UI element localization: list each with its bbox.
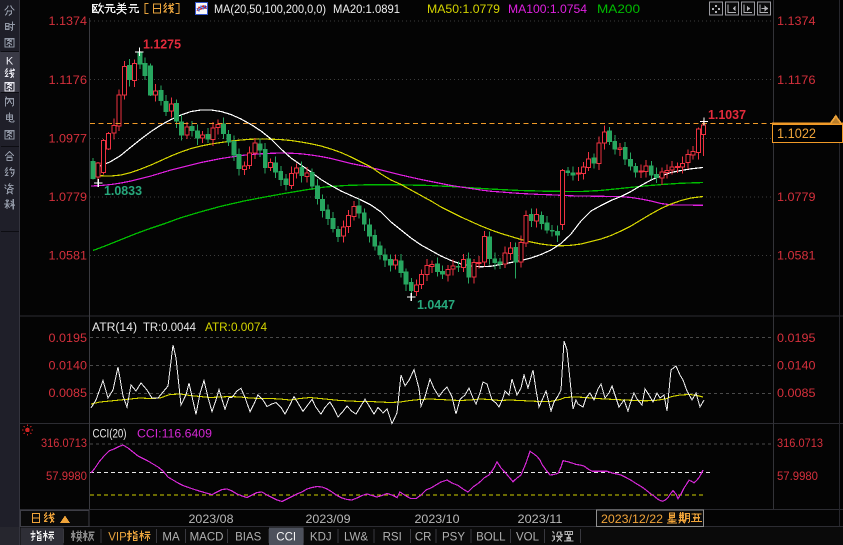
svg-text:0.0195: 0.0195	[777, 331, 816, 345]
svg-text:1.0779: 1.0779	[49, 190, 88, 204]
svg-text:1.0581: 1.0581	[49, 249, 88, 263]
svg-text:0.0085: 0.0085	[777, 386, 816, 400]
svg-text:1.1022: 1.1022	[777, 126, 816, 141]
svg-text:1.0833: 1.0833	[104, 184, 142, 198]
svg-text:1.0447: 1.0447	[417, 298, 455, 312]
svg-text:0.0140: 0.0140	[777, 359, 816, 373]
svg-text:2023/09: 2023/09	[306, 512, 351, 526]
svg-text:2023/08: 2023/08	[189, 512, 234, 526]
svg-text:MA20:1.0891: MA20:1.0891	[333, 2, 400, 16]
svg-text:BOLL: BOLL	[476, 532, 506, 544]
svg-text:1.0779: 1.0779	[777, 190, 816, 204]
svg-text:PSY: PSY	[442, 532, 465, 544]
svg-text:2023/11: 2023/11	[518, 512, 563, 526]
svg-text:1.1374: 1.1374	[777, 14, 816, 28]
svg-text:LW&: LW&	[344, 532, 368, 544]
svg-text:1.1275: 1.1275	[143, 38, 181, 52]
svg-text:0.0195: 0.0195	[49, 331, 88, 345]
svg-text:0.0085: 0.0085	[49, 386, 88, 400]
svg-text:CCI: CCI	[276, 532, 296, 544]
svg-text:VOL: VOL	[516, 532, 540, 544]
svg-text:CR: CR	[415, 532, 432, 544]
svg-text:MA200: MA200	[597, 2, 640, 16]
svg-text:1.1176: 1.1176	[49, 73, 88, 87]
svg-text:1.1176: 1.1176	[777, 73, 816, 87]
svg-text:1.0977: 1.0977	[49, 132, 88, 146]
svg-text:0.0140: 0.0140	[49, 359, 88, 373]
svg-text:2023/12/22: 2023/12/22	[601, 512, 663, 526]
svg-text:57.9980: 57.9980	[777, 469, 818, 483]
svg-text:1.0581: 1.0581	[777, 249, 816, 263]
svg-text:RSI: RSI	[383, 532, 402, 544]
svg-text:MACD: MACD	[190, 532, 224, 544]
svg-text:2023/10: 2023/10	[415, 512, 460, 526]
svg-text:316.0713: 316.0713	[41, 436, 87, 450]
svg-text:K: K	[6, 56, 14, 68]
svg-text:MA100:1.0754: MA100:1.0754	[508, 2, 587, 16]
svg-text:VIP: VIP	[108, 532, 127, 544]
svg-text:CCI:116.6409: CCI:116.6409	[137, 427, 212, 441]
svg-text:ATR:0.0074: ATR:0.0074	[205, 320, 267, 334]
svg-text:57.9980: 57.9980	[46, 469, 87, 483]
svg-text:CCI(20): CCI(20)	[93, 427, 127, 441]
svg-text:316.0713: 316.0713	[777, 436, 823, 450]
svg-text:MA50:1.0779: MA50:1.0779	[427, 2, 500, 16]
svg-text:MA: MA	[162, 532, 180, 544]
svg-text:1.1374: 1.1374	[49, 14, 88, 28]
svg-text:ATR(14): ATR(14)	[92, 320, 137, 334]
svg-text:MA(20,50,100,200,0,0): MA(20,50,100,200,0,0)	[214, 2, 326, 16]
svg-text:BIAS: BIAS	[235, 532, 262, 544]
svg-text:KDJ: KDJ	[310, 532, 332, 544]
svg-text:1.1037: 1.1037	[708, 108, 746, 122]
svg-text:TR:0.0044: TR:0.0044	[143, 320, 196, 334]
